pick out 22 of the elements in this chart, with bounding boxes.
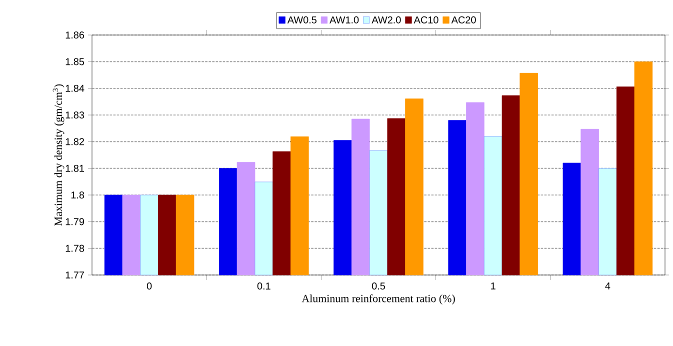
legend-label: AC20 [451,16,476,24]
x-tick-label: 0 [146,282,152,290]
x-tick-label: 0.1 [257,282,270,290]
y-tick-label: 1.78 [66,244,84,252]
x-tick-label: 0.5 [372,282,386,290]
y-tick-label: 1.86 [66,31,84,39]
x-tick-label: 4 [605,282,610,290]
legend-label: AW2.0 [372,16,401,24]
y-tick-label: 1.77 [66,272,84,278]
y-tick-label: 1.85 [66,58,84,66]
x-tick-label: 1 [491,282,496,290]
legend-label: AW0.5 [287,16,316,24]
x-axis-title: Aluminum reinforcement ratio (%) [302,294,455,304]
y-tick-label: 1.8 [71,191,84,199]
y-tick-label: 1.79 [66,218,84,226]
y-tick-label: 1.81 [66,164,84,172]
y-tick-label: 1.82 [66,138,84,146]
legend-label: AW1.0 [330,16,359,24]
y-tick-label: 1.83 [66,111,84,119]
y-tick-label: 1.84 [66,84,84,92]
legend-label: AC10 [414,16,438,24]
y-axis-title: Maximum dry density (gm/cm$^{3}$) [52,84,64,226]
